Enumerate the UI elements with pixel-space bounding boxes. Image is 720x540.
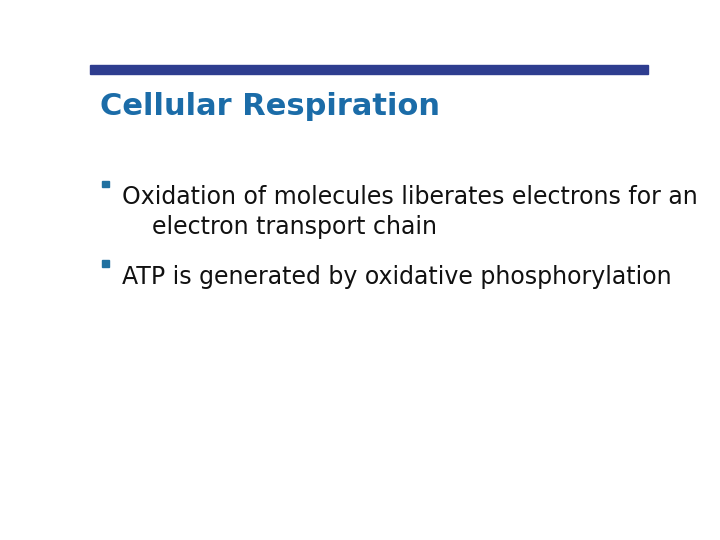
Text: Cellular Respiration: Cellular Respiration [100,92,440,121]
Text: ATP is generated by oxidative phosphorylation: ATP is generated by oxidative phosphoryl… [122,265,672,289]
Bar [90,65,648,74]
Text: electron transport chain: electron transport chain [122,215,437,239]
Bar [102,260,109,267]
Text: Oxidation of molecules liberates electrons for an: Oxidation of molecules liberates electro… [122,185,698,210]
Bar [102,181,109,187]
